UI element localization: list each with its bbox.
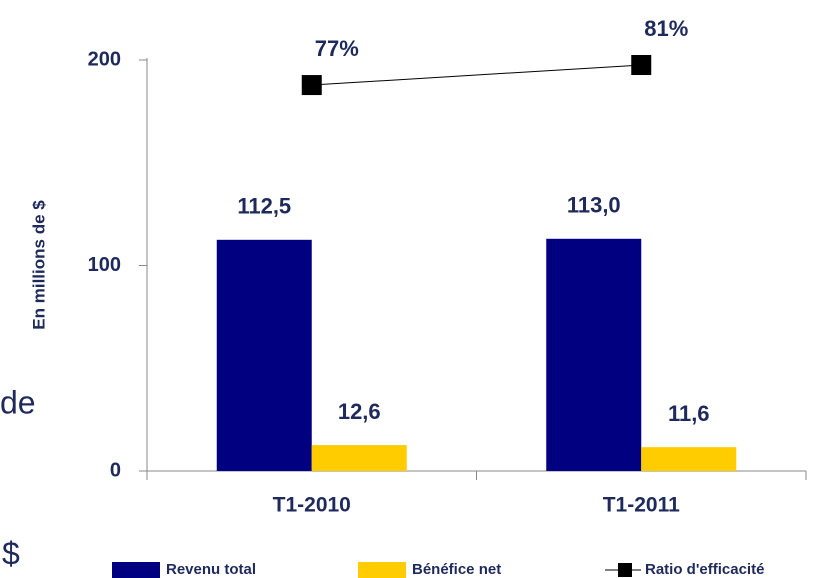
y-axis-label: En millions de $: [29, 200, 48, 330]
y-tick-label: 0: [110, 459, 121, 481]
data-label: 11,6: [668, 401, 710, 426]
bar: [311, 445, 407, 471]
line-marker: [631, 55, 652, 76]
legend-swatch: [112, 562, 160, 578]
legend-marker: [618, 563, 632, 577]
bar: [546, 238, 642, 471]
legend-swatch: [358, 562, 406, 578]
legend-label: Ratio d'efficacité: [645, 561, 764, 578]
data-label: 112,5: [237, 194, 291, 219]
y-tick-label: 200: [88, 48, 121, 70]
data-label: 77%: [315, 36, 359, 61]
data-label: 81%: [644, 16, 688, 41]
data-label: 113,0: [567, 193, 621, 218]
annotation: de: [0, 384, 36, 420]
line: [311, 64, 642, 86]
legend-label: Bénéfice net: [412, 561, 501, 578]
annotation: $: [2, 535, 20, 571]
y-tick-label: 100: [88, 254, 121, 276]
x-tick-label: T1-2010: [273, 494, 351, 517]
data-label: 12,6: [338, 399, 381, 424]
bar: [216, 239, 312, 471]
legend-label: Revenu total: [166, 561, 256, 578]
bar: [641, 447, 737, 471]
line-marker: [301, 75, 322, 96]
x-tick-label: T1-2011: [603, 494, 680, 517]
